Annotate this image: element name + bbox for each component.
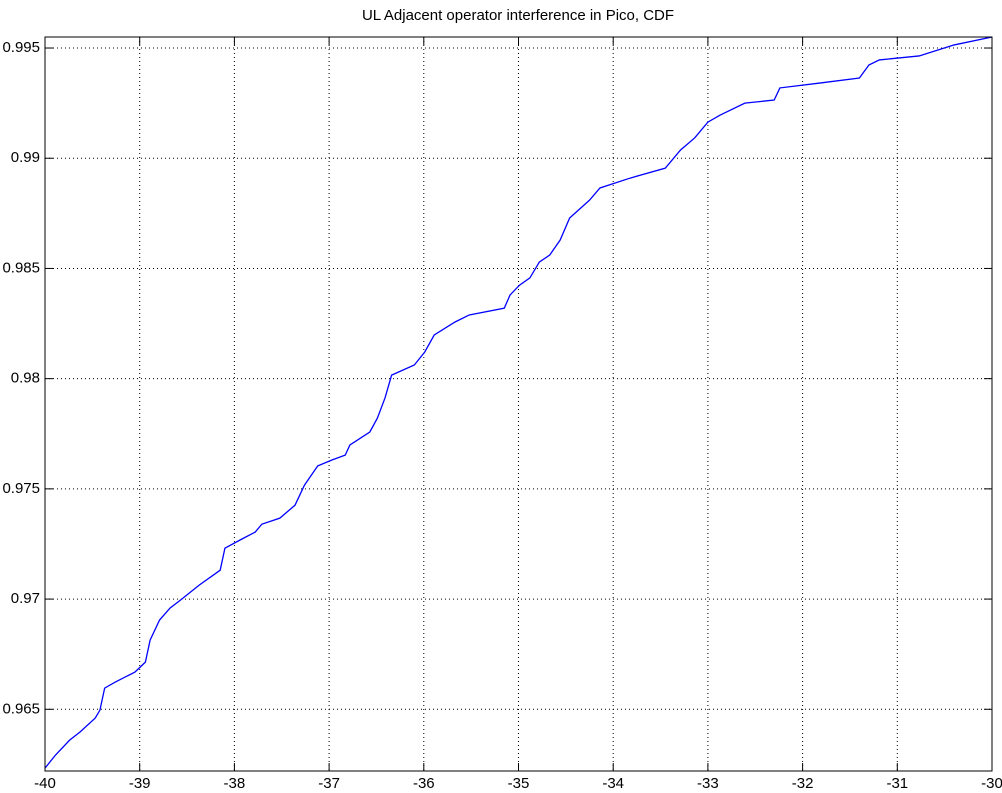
x-tick-label: -31 bbox=[886, 775, 908, 792]
x-tick-label: -34 bbox=[602, 775, 624, 792]
x-tick-label: -38 bbox=[224, 775, 246, 792]
y-tick-label: 0.97 bbox=[11, 590, 40, 607]
y-tick-label: 0.98 bbox=[11, 370, 40, 387]
x-tick-label: -35 bbox=[508, 775, 530, 792]
x-tick-label: -39 bbox=[129, 775, 151, 792]
plot-frame bbox=[44, 36, 993, 772]
x-tick-label: -36 bbox=[413, 775, 435, 792]
chart-title: UL Adjacent operator interference in Pic… bbox=[362, 7, 674, 24]
plot-area bbox=[45, 37, 992, 771]
y-tick-label: 0.995 bbox=[2, 39, 40, 56]
y-tick-label: 0.975 bbox=[2, 480, 40, 497]
y-tick-label: 0.985 bbox=[2, 259, 40, 276]
x-tick-label: -32 bbox=[792, 775, 814, 792]
x-tick-label: -33 bbox=[697, 775, 719, 792]
data-line bbox=[44, 36, 993, 769]
y-tick-label: 0.965 bbox=[2, 700, 40, 717]
x-tick-label: -37 bbox=[318, 775, 340, 792]
x-tick-label: -40 bbox=[34, 775, 56, 792]
y-tick-label: 0.99 bbox=[11, 149, 40, 166]
x-tick-label: -30 bbox=[981, 775, 1002, 792]
